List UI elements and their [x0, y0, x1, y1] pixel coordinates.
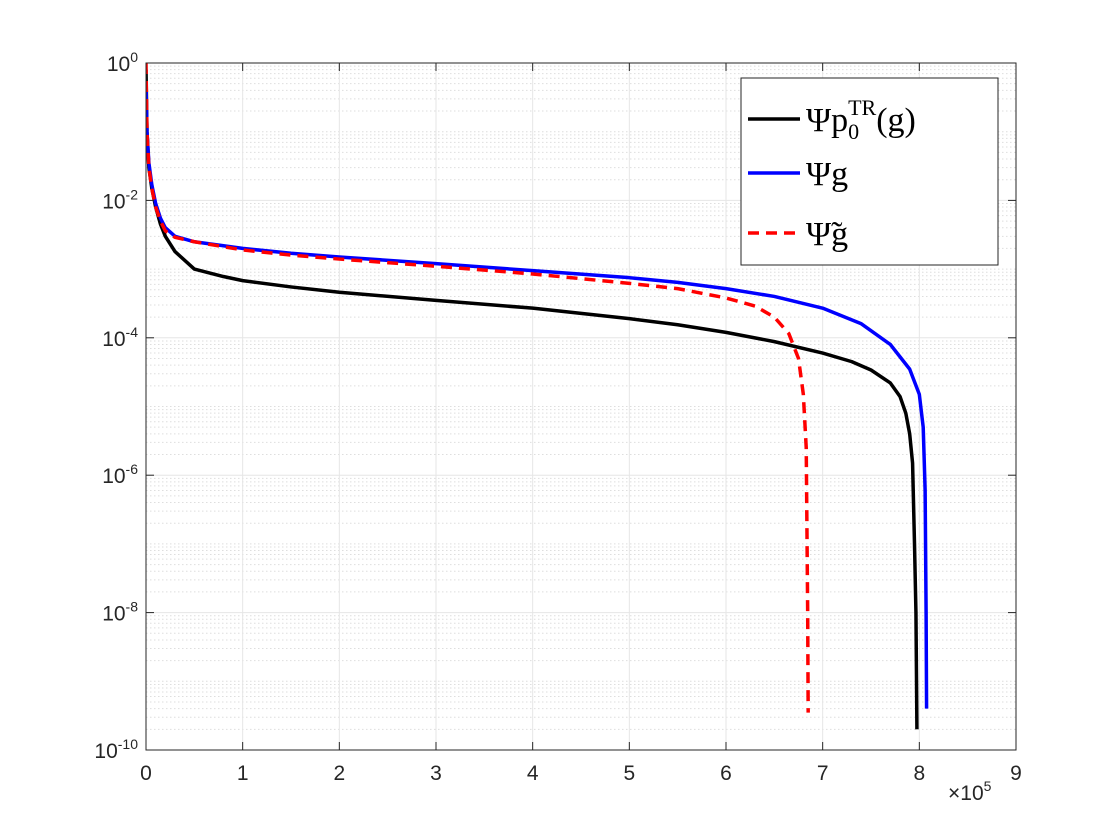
x-multiplier-base: ×10	[948, 782, 984, 805]
x-tick-label: 5	[623, 762, 635, 785]
y-tick-label: 10-2	[102, 186, 138, 213]
x-tick-label: 9	[1010, 762, 1022, 785]
y-tick-label: 100	[107, 49, 138, 76]
y-tick-label: 10-6	[102, 461, 138, 488]
x-tick-labels: 0 1 2 3 4 5 6 7 8 9	[140, 762, 1022, 785]
y-tick-label: 10-4	[102, 324, 138, 351]
x-tick-label: 2	[333, 762, 345, 785]
grid	[145, 62, 1017, 751]
x-tick-label: 7	[817, 762, 829, 785]
legend-entry-2: Ψ̃g	[806, 216, 848, 253]
x-tick-label: 0	[140, 762, 152, 785]
y-tick-label: 10-8	[102, 599, 138, 626]
x-tick-label: 1	[237, 762, 249, 785]
legend-entry-1: Ψg	[806, 156, 848, 193]
x-tick-label: 4	[527, 762, 539, 785]
series-line-0	[146, 69, 919, 730]
series-line-2	[146, 63, 810, 713]
x-multiplier-exponent: 5	[984, 778, 992, 794]
axes-box	[145, 62, 1017, 751]
x-tick-label: 8	[913, 762, 925, 785]
tick-marks	[145, 62, 1017, 751]
x-multiplier-label: ×105	[948, 778, 992, 805]
legend: Ψp0TR(g) Ψg Ψ̃g	[740, 77, 999, 266]
x-tick-label: 6	[720, 762, 732, 785]
x-tick-label: 3	[430, 762, 442, 785]
series-group	[146, 63, 929, 730]
y-tick-label: 10-10	[94, 736, 138, 763]
y-tick-labels: 100 10-2 10-4 10-6 10-8 10-10	[94, 49, 138, 763]
legend-entry-0: Ψp0TR(g)	[806, 95, 916, 144]
